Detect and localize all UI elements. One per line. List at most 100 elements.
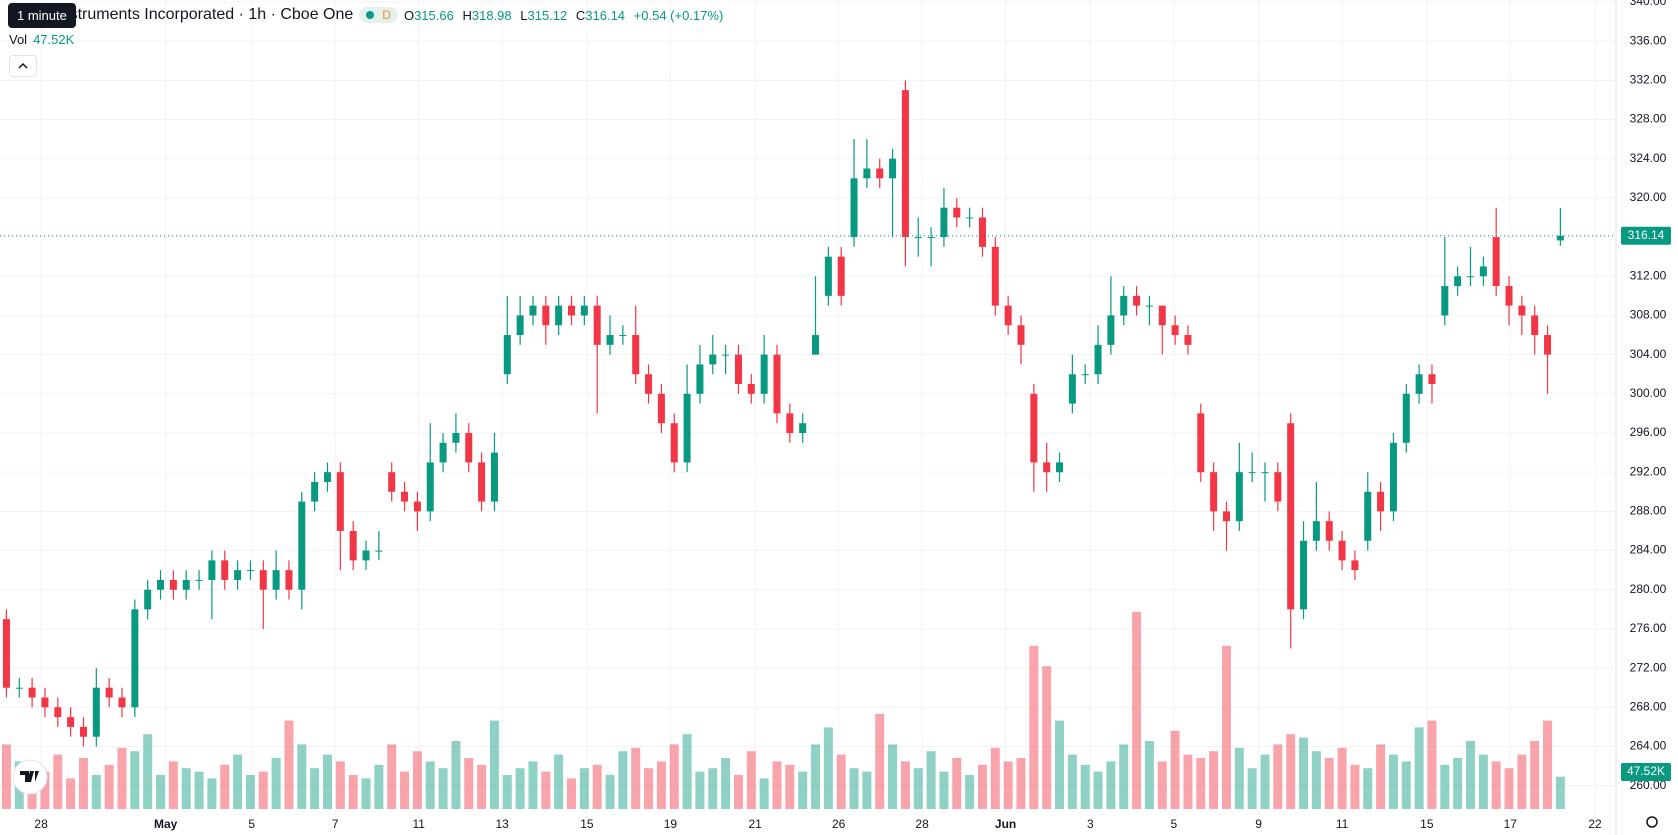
candle-body (388, 472, 396, 492)
volume-bar (1157, 761, 1167, 809)
candle-body (375, 550, 383, 552)
volume-bar (412, 751, 422, 809)
candle-body (131, 609, 139, 708)
volume-bar (528, 761, 538, 809)
volume-bar (1093, 771, 1103, 809)
volume-bar (1414, 727, 1424, 809)
candle-body (991, 246, 999, 306)
candle-body (786, 413, 794, 434)
candle-body (696, 364, 704, 394)
logo (12, 759, 48, 795)
volume-bar (258, 771, 268, 809)
candle-body (734, 354, 742, 385)
volume-bar (977, 764, 987, 809)
candle-body (1351, 560, 1359, 571)
x-tick-label: 17 (1504, 817, 1518, 831)
candle-body (593, 305, 601, 345)
candle-body (1274, 472, 1282, 502)
volume-bar (1491, 761, 1501, 809)
volume-bar (117, 747, 127, 809)
volume-bar (695, 771, 705, 809)
change: +0.54 (+0.17%) (633, 7, 724, 23)
volume-bar (245, 775, 255, 809)
candle-body (195, 579, 203, 581)
settings-icon[interactable] (1646, 816, 1658, 828)
volume-bar (181, 768, 191, 809)
volume-bar (194, 771, 204, 809)
candle-body (1428, 374, 1436, 385)
candle-body (1402, 393, 1410, 443)
volume-bar (335, 761, 345, 809)
candle-body (529, 305, 537, 316)
volume-bar (913, 768, 923, 809)
x-tick-label: May (154, 817, 178, 831)
candle-body (953, 207, 961, 218)
candle-body (683, 393, 691, 463)
volume-bar (156, 775, 166, 809)
candle-body (670, 423, 678, 463)
volume-bar (1401, 761, 1411, 809)
candle-body (1133, 295, 1141, 306)
volume-bar (233, 754, 243, 809)
candle-body (876, 168, 884, 179)
volume-bar (348, 775, 358, 809)
volume-bar (990, 747, 1000, 809)
candle-body (542, 305, 550, 326)
volume-bar (926, 751, 936, 809)
candle-body (413, 501, 421, 512)
volume-bar (1106, 761, 1116, 809)
volume-bar (939, 771, 949, 809)
candle-body (747, 384, 755, 394)
volume-bar (477, 764, 487, 809)
y-tick-label: 264.00 (1630, 739, 1667, 753)
volume-bar (1363, 768, 1373, 809)
ohlc-key: C (575, 7, 586, 23)
volume-bar (541, 771, 551, 809)
candle-body (760, 354, 768, 394)
candle-body (169, 579, 177, 590)
candle-body (1389, 442, 1397, 512)
candle-body (1479, 266, 1487, 277)
volume-bar (1247, 768, 1257, 809)
y-tick-label: 308.00 (1630, 308, 1667, 322)
volume-bar (104, 764, 114, 809)
candle-body (799, 423, 807, 434)
volume-bar (682, 734, 692, 809)
ohlc: O315.66 H318.98 L315.12 C316.14 +0.54 (+… (404, 8, 728, 23)
volume-bar (310, 768, 320, 809)
candle-body (901, 90, 909, 238)
candle-body (28, 687, 36, 698)
volume-bar (1221, 645, 1231, 809)
candle-body (1454, 276, 1462, 287)
volume-bar (425, 761, 435, 809)
x-tick-label: 11 (412, 817, 425, 831)
y-tick-label: 312.00 (1630, 268, 1667, 282)
candle-body (1094, 344, 1102, 375)
candle-body (1441, 286, 1449, 316)
candle-body (465, 433, 473, 463)
volume-bar (53, 754, 63, 809)
x-tick-label: 28 (34, 817, 48, 831)
volume-bar (644, 768, 654, 809)
volume-bar (733, 775, 743, 809)
volume-bar (875, 713, 885, 809)
volume-value: 47.52K (33, 32, 75, 47)
volume-bar (1132, 611, 1142, 809)
candle-body (144, 589, 152, 610)
candle-body (824, 256, 832, 296)
candle-body (323, 472, 331, 482)
candle-body (1325, 521, 1333, 541)
volume-bar (220, 764, 230, 809)
x-tick-label: 26 (832, 817, 846, 831)
candle-body (362, 550, 370, 561)
volume-bar (451, 741, 461, 809)
volume-bar (592, 764, 602, 809)
volume-bar (464, 758, 474, 809)
y-tick-label: 272.00 (1630, 660, 1667, 674)
candle-body (709, 354, 717, 365)
volume-bar (1119, 744, 1129, 809)
y-tick-label: 288.00 (1630, 504, 1667, 518)
collapse-button[interactable] (9, 55, 37, 77)
volume-bar (168, 761, 178, 809)
